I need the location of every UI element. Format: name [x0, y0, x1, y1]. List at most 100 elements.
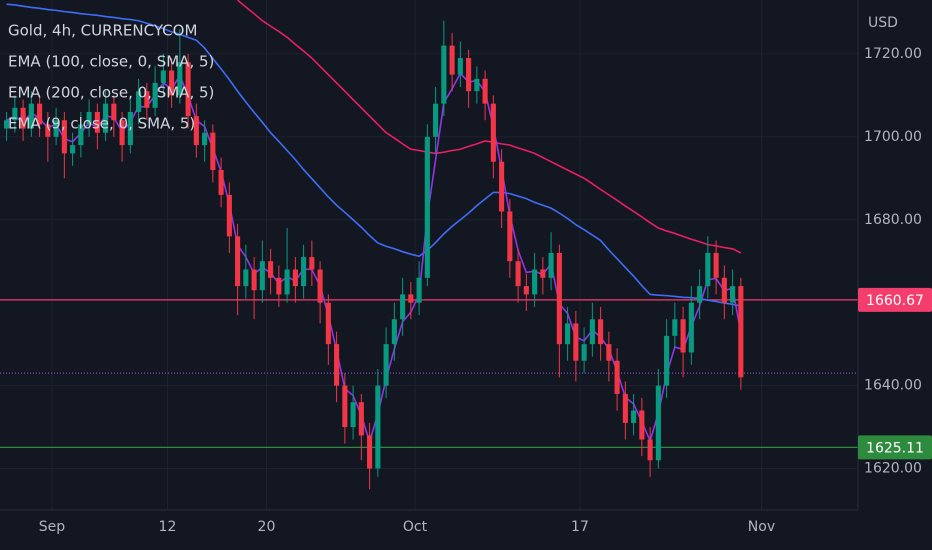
grid: [0, 0, 858, 510]
candle-body: [622, 393, 628, 423]
candle-body: [721, 277, 727, 303]
chart-title: Gold, 4h, CURRENCYCOM: [8, 22, 197, 40]
candle-body: [680, 319, 686, 353]
candle-body: [515, 261, 521, 287]
candle-body: [507, 211, 513, 262]
candle-body: [548, 252, 554, 278]
candle-body: [573, 323, 579, 361]
candle-body: [705, 252, 711, 287]
candle-body: [466, 58, 472, 92]
candle-body: [309, 257, 315, 270]
candle-body: [334, 344, 340, 386]
x-tick-label: Sep: [39, 519, 66, 535]
candle-body: [449, 45, 455, 75]
candle-body: [86, 111, 92, 125]
candle-body: [589, 319, 595, 345]
candle-body: [53, 120, 59, 137]
candle-body: [243, 269, 249, 287]
candle-body: [606, 344, 612, 361]
candle-body: [647, 439, 653, 461]
candle-body: [94, 111, 100, 133]
candle-body: [457, 58, 463, 75]
candle-body: [61, 120, 67, 154]
legend-entry: EMA (200, close, 0, SMA, 5): [8, 84, 214, 102]
candle-body: [325, 302, 331, 345]
candle-body: [598, 319, 604, 345]
ema-line: [6, 3, 742, 307]
y-tick-label: 1620.00: [864, 461, 922, 477]
candle-body: [292, 269, 298, 287]
candle-body: [532, 269, 538, 295]
candle-body: [664, 335, 670, 386]
candle-body: [738, 286, 744, 378]
candle-body: [169, 70, 175, 96]
candle-body: [358, 402, 364, 436]
candle-body: [713, 252, 719, 278]
level-label-box: [858, 287, 932, 312]
candle-body: [12, 107, 18, 121]
candle-body: [235, 236, 241, 287]
candle-body: [210, 132, 216, 170]
candle-body: [672, 319, 678, 336]
candle-body: [226, 194, 232, 237]
candle-body: [301, 257, 307, 287]
candle-body: [177, 62, 183, 96]
candle-body: [259, 261, 265, 291]
legend: Gold, 4h, CURRENCYCOM EMA (100, close, 0…: [8, 22, 214, 133]
x-tick-label: 20: [258, 519, 276, 535]
x-tick-label: 12: [159, 519, 177, 535]
ema-line: [237, 0, 742, 254]
candle-body: [317, 269, 323, 303]
x-tick-label: Oct: [403, 519, 428, 535]
x-tick-label: Nov: [748, 519, 775, 535]
candle-body: [540, 269, 546, 278]
y-tick-label: 1700.00: [864, 129, 922, 145]
candle-body: [565, 323, 571, 345]
candle-body: [342, 385, 348, 428]
candle-body: [697, 286, 703, 303]
legend-entry: EMA (9, close, 0, SMA, 5): [8, 115, 195, 133]
candle-body: [37, 103, 43, 125]
candle-body: [581, 344, 587, 361]
candle-body: [136, 91, 142, 112]
candle-body: [160, 70, 166, 83]
candle-body: [185, 62, 191, 117]
levels: [0, 299, 858, 448]
candle-body: [268, 261, 274, 278]
candle-body: [424, 136, 430, 278]
candles: [4, 20, 744, 490]
candle-body: [631, 410, 637, 423]
candle-body: [730, 286, 736, 303]
candle-body: [433, 103, 439, 137]
candle-body: [251, 269, 257, 291]
candle-body: [103, 103, 109, 133]
candle-body: [408, 294, 414, 303]
level-label: 1625.11: [866, 440, 924, 456]
candle-body: [523, 286, 529, 295]
candle-body: [655, 385, 661, 461]
candle-body: [78, 124, 84, 146]
candle-body: [614, 360, 620, 394]
candle-body: [70, 145, 76, 154]
candle-body: [193, 116, 199, 146]
candle-body: [400, 294, 406, 320]
candle-body: [20, 107, 26, 129]
legend-entry: EMA (100, close, 0, SMA, 5): [8, 53, 214, 71]
candle-body: [688, 302, 694, 353]
candle-body: [367, 435, 373, 469]
candle-body: [127, 111, 133, 146]
candle-body: [441, 45, 447, 104]
candle-body: [119, 120, 125, 146]
candle-body: [28, 103, 34, 129]
y-tick-label: 1720.00: [864, 46, 922, 62]
candle-body: [391, 319, 397, 345]
candle-body: [556, 252, 562, 345]
candle-body: [45, 124, 51, 137]
candle-body: [152, 82, 158, 108]
candle-body: [144, 91, 150, 108]
level-label: 1660.67: [866, 293, 924, 309]
candle-body: [4, 120, 10, 129]
candle-body: [482, 78, 488, 104]
